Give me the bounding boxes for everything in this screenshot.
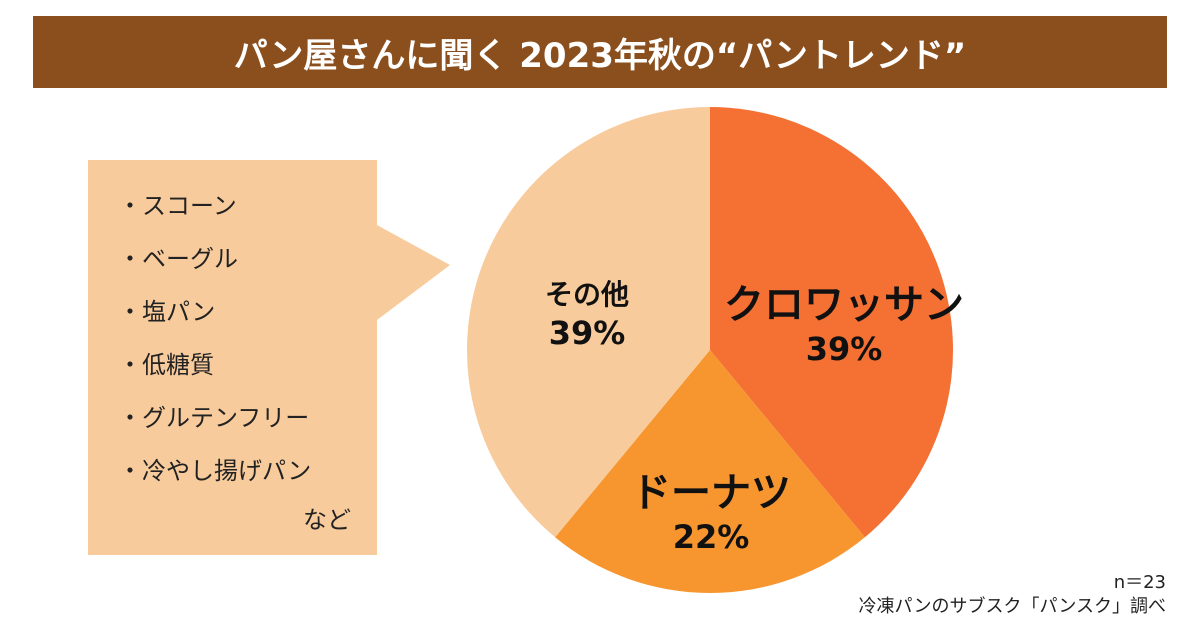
list-item: ・低糖質	[118, 351, 214, 379]
list-item: ・グルテンフリー	[118, 404, 310, 432]
pie-slice-other	[466, 107, 710, 538]
slice-label-donut: ドーナツ 22%	[631, 470, 791, 556]
source-note: 冷凍パンのサブスク「パンスク」調べ	[858, 596, 1166, 617]
list-item: ・ベーグル	[118, 245, 238, 273]
list-item: ・冷やし揚げパン	[118, 457, 312, 485]
other-items-list: ・スコーン ・ベーグル ・塩パン ・低糖質 ・グルテンフリー ・冷やし揚げパン	[118, 186, 311, 504]
list-item: ・スコーン	[118, 192, 237, 220]
pie-slice-croissant	[710, 107, 953, 538]
sample-size: n＝23	[1113, 572, 1166, 593]
chart-title: パン屋さんに聞く 2023年秋の“パントレンド”	[33, 16, 1167, 88]
pie-slice-donut	[555, 350, 865, 593]
slice-label-other: その他 39%	[544, 278, 630, 352]
list-item: ・塩パン	[118, 298, 216, 326]
list-suffix: など	[303, 506, 351, 534]
slice-label-croissant: クロワッサン 39%	[724, 282, 964, 368]
